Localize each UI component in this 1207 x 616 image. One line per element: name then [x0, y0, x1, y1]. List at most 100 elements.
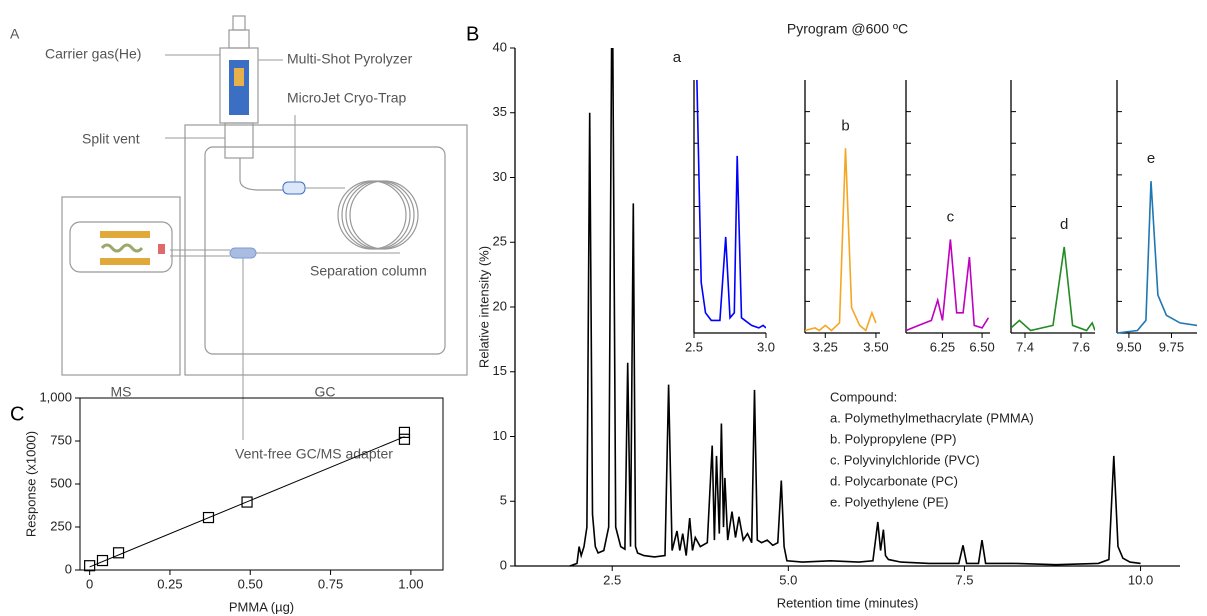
- label: Multi-Shot Pyrolyzer: [287, 51, 413, 67]
- x-tick-label: 5.0: [779, 572, 797, 587]
- chart: 3.25 3.50 b: [804, 80, 889, 354]
- line: [1011, 246, 1095, 332]
- chart: 2.5 3.0 a: [673, 49, 775, 354]
- panel-label: B: [466, 23, 479, 45]
- y-tick-label: 5: [500, 493, 507, 508]
- shape: [232, 15, 246, 31]
- x-tick-label: 2.5: [603, 572, 621, 587]
- chart: 6.25 6.50 c: [905, 80, 995, 354]
- y-tick-label: 500: [50, 475, 72, 490]
- point: [398, 426, 411, 438]
- shape: [345, 180, 415, 250]
- label: Separation column: [310, 263, 427, 279]
- point: [241, 496, 253, 508]
- x-tick-label: 3.25: [813, 339, 838, 354]
- point: [202, 511, 215, 524]
- shape: [282, 181, 306, 195]
- x-tick-label: 3.50: [863, 339, 888, 354]
- y-tick-label: 20: [493, 298, 507, 313]
- x-tick-label: 6.25: [930, 339, 955, 354]
- diagram: A Carrier gas(He) Multi-Sho: [10, 15, 468, 462]
- peak-label: b: [841, 117, 849, 134]
- peak-label: c: [947, 208, 955, 225]
- label: Carrier gas(He): [45, 46, 141, 62]
- x-tick-label: 9.50: [1116, 339, 1141, 354]
- x-tick-label: 1.00: [398, 576, 423, 591]
- line: [569, 48, 1141, 567]
- frame: [79, 397, 444, 571]
- annotation: a. Polymethylmethacrylate (PMMA): [830, 410, 1034, 425]
- chart: 9.50 9.75 e: [1116, 80, 1197, 354]
- peak-label: a: [673, 49, 682, 66]
- annotation: d. Polycarbonate (PC): [830, 473, 958, 488]
- y-tick-label: 30: [493, 169, 507, 184]
- x-tick-label: 3.0: [757, 339, 775, 354]
- y-tick-label: 35: [493, 104, 507, 119]
- y-tick-label: 250: [50, 518, 72, 533]
- panel-label: A: [10, 26, 20, 42]
- y-tick-label: 750: [50, 432, 72, 447]
- label: Split vent: [82, 131, 140, 147]
- line: [805, 148, 877, 332]
- annotation: c. Polyvinylchloride (PVC): [830, 452, 980, 467]
- shape: [341, 180, 411, 250]
- shape: [100, 243, 144, 253]
- shape: [337, 180, 407, 250]
- label: GC: [315, 384, 336, 400]
- trend-line: [89, 436, 405, 568]
- y-tick-label: 10: [493, 428, 507, 443]
- x-tick-label: 2.5: [685, 339, 703, 354]
- line: [696, 80, 766, 329]
- y-tick-label: 15: [493, 363, 507, 378]
- shape: [100, 231, 150, 238]
- peak-label: d: [1060, 216, 1068, 233]
- y-tick-label: 40: [493, 39, 507, 54]
- x-axis-label: PMMA (µg): [229, 599, 294, 614]
- x-tick-label: 7.4: [1016, 339, 1034, 354]
- y-axis-label: Relative intensity (%): [476, 246, 491, 368]
- x-tick-label: 10.0: [1128, 572, 1153, 587]
- shape: [228, 29, 250, 49]
- x-tick-label: 0.75: [318, 576, 343, 591]
- shape: [229, 247, 257, 259]
- x-tick-label: 7.5: [955, 572, 973, 587]
- y-tick-label: 1,000: [39, 389, 72, 404]
- x-tick-label: 6.50: [969, 339, 994, 354]
- chart-title: Pyrogram @600 ºC: [787, 21, 908, 37]
- line: [1117, 181, 1197, 334]
- point: [84, 560, 96, 572]
- x-tick-label: 9.75: [1159, 339, 1184, 354]
- shape: [61, 196, 181, 376]
- x-axis-label: Retention time (minutes): [777, 595, 919, 610]
- shape: [100, 258, 150, 265]
- shape: [224, 122, 254, 159]
- shape: [158, 244, 165, 254]
- annotation: e. Polyethylene (PE): [830, 494, 949, 509]
- line: [906, 239, 990, 332]
- x-tick-label: 0.50: [238, 576, 263, 591]
- y-tick-label: 25: [493, 234, 507, 249]
- chart: 7.4 7.6 d: [1010, 80, 1095, 354]
- x-tick-label: 0: [86, 576, 93, 591]
- shape: [239, 158, 290, 191]
- annotation: b. Polypropylene (PP): [830, 431, 956, 446]
- y-tick-label: 0: [65, 561, 72, 576]
- point: [112, 547, 125, 559]
- point: [96, 554, 109, 567]
- annotation: Compound:: [830, 389, 897, 404]
- label: Vent-free GC/MS adapter: [235, 446, 393, 462]
- y-axis-label: Response (x1000): [23, 431, 38, 537]
- label: MS: [111, 384, 132, 400]
- label: MicroJet Cryo-Trap: [287, 90, 406, 106]
- shape: [234, 68, 244, 86]
- panel-label: C: [10, 403, 24, 425]
- x-tick-label: 7.6: [1072, 339, 1090, 354]
- peak-label: e: [1147, 150, 1155, 167]
- shape: [349, 180, 419, 250]
- point: [398, 433, 411, 445]
- chart: 0 0.25 0.50 0.75 1.00 0 250 500 750 1,000 PMMA (µg…: [10, 389, 444, 614]
- shape: [69, 221, 173, 273]
- chart: 2.5 5.0 7.5 10.0 0 5 10 15 20 25 30 35 40 Pyrogram @6…: [466, 21, 1180, 610]
- x-tick-label: 0.25: [157, 576, 182, 591]
